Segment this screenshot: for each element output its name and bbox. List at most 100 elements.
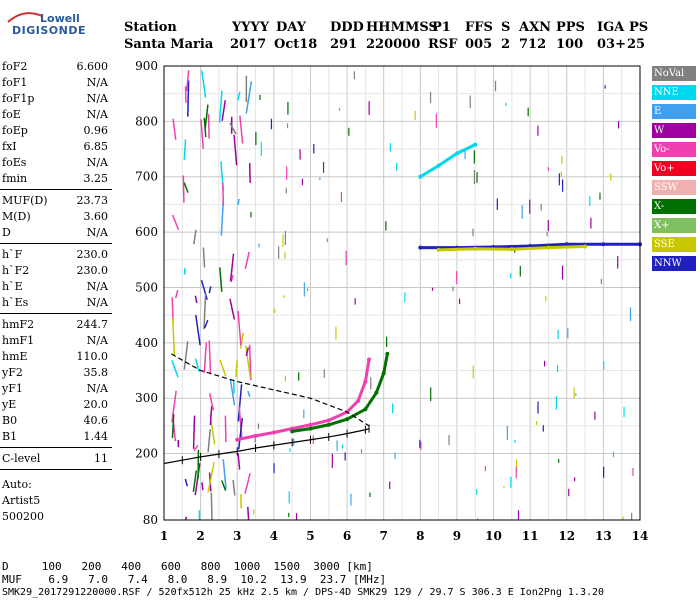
series-point <box>326 422 331 427</box>
param-key: hmF2 <box>2 318 35 331</box>
noise-trace <box>203 319 209 329</box>
series-point <box>308 426 313 431</box>
autoscale-line1: Auto: <box>2 478 32 491</box>
noise-trace <box>207 429 211 453</box>
legend-item-vo: Vo+ <box>652 161 696 176</box>
noise-trace <box>208 393 215 411</box>
param-value: 110.0 <box>76 350 109 363</box>
param-value: 230.0 <box>76 248 109 261</box>
series-point <box>385 351 390 356</box>
series-point <box>509 247 514 252</box>
param-value: 35.8 <box>83 366 109 379</box>
noise-trace <box>237 453 241 470</box>
header-label-6: FFS <box>465 20 493 35</box>
noise-trace <box>203 293 207 330</box>
noise-trace <box>235 360 238 378</box>
noise-trace <box>245 347 250 357</box>
series-point <box>345 417 350 422</box>
noise-trace <box>171 360 179 378</box>
footer-file-row: SMK29_2017291220000.RSF / 520fx512h 25 k… <box>2 587 605 598</box>
y-tick-label: 700 <box>135 170 158 184</box>
x-tick-label: 4 <box>270 529 278 543</box>
noise-trace <box>171 214 180 231</box>
noise-trace <box>194 463 201 496</box>
param-mufd: MUF(D) 23.73 <box>2 194 108 208</box>
autoscale-line2: Artist5 <box>2 494 41 507</box>
noise-trace <box>244 251 250 270</box>
param-value: 3.25 <box>83 172 109 185</box>
param-value: N/A <box>86 156 108 169</box>
noise-trace <box>233 134 238 166</box>
series-point <box>308 422 313 427</box>
x-tick-label: 9 <box>453 529 461 543</box>
legend-item-x: X- <box>652 199 696 214</box>
series-point <box>253 433 258 438</box>
series-point <box>363 407 368 412</box>
y-tick-label: 600 <box>135 225 158 239</box>
noise-trace <box>237 91 241 101</box>
legend-item-sse: SSE <box>652 237 696 252</box>
noise-trace <box>172 118 177 140</box>
y-tick-label: 500 <box>135 280 158 294</box>
param-yf2: yF2 35.8 <box>2 366 108 380</box>
noise-trace <box>219 267 223 292</box>
series-point <box>436 247 441 252</box>
header-label-3: DDD <box>330 20 364 35</box>
param-key: h`Es <box>2 296 29 309</box>
series-point <box>374 390 379 395</box>
noise-trace <box>230 274 235 283</box>
noise-trace <box>239 332 244 349</box>
param-key: h`F <box>2 248 23 261</box>
header-label-7: S <box>501 20 511 35</box>
legend-item-nne: NNE <box>652 85 696 100</box>
param-value: N/A <box>86 296 108 309</box>
param-key: foF1 <box>2 76 28 89</box>
noise-trace <box>194 358 200 372</box>
noise-trace <box>218 90 223 123</box>
noise-trace <box>185 70 190 92</box>
logo-product: DIGISONDE <box>12 24 86 37</box>
series-point <box>436 163 441 168</box>
param-yf1: yF1 N/A <box>2 382 108 396</box>
noise-trace <box>220 480 227 491</box>
param-hmf1: hmF1 N/A <box>2 334 108 348</box>
noise-trace <box>195 314 201 346</box>
param-key: yF2 <box>2 366 23 379</box>
param-hes: h`Es N/A <box>2 296 108 310</box>
param-value: 0.96 <box>83 124 109 137</box>
series-point <box>546 245 551 250</box>
param-foe: foE N/A <box>2 108 108 122</box>
param-separator <box>0 243 112 244</box>
series-point <box>290 426 295 431</box>
noise-trace <box>184 478 189 487</box>
param-foep: foEp 0.96 <box>2 124 108 138</box>
param-separator <box>0 469 112 470</box>
series-line-nne <box>419 143 476 179</box>
header-label-5: P1 <box>432 20 451 35</box>
header-value-2: Oct18 <box>274 37 318 52</box>
series-point <box>235 437 240 442</box>
series-point <box>418 174 423 179</box>
noise-trace <box>194 295 198 304</box>
legend-item-noval: NoVal <box>652 66 696 81</box>
noise-trace <box>244 472 251 494</box>
x-tick-label: 11 <box>522 529 539 543</box>
param-key: M(D) <box>2 210 31 223</box>
noise-trace <box>210 492 213 521</box>
series-point <box>271 430 276 435</box>
noise-trace <box>247 506 250 521</box>
header-value-0: Santa Maria <box>124 37 214 52</box>
param-key: D <box>2 226 11 239</box>
noise-trace <box>174 289 179 299</box>
legend-item-ssw: SSW <box>652 180 696 195</box>
noise-trace <box>171 318 176 356</box>
param-he: h`E N/A <box>2 280 108 294</box>
param-fof2: foF2 6.600 <box>2 60 108 74</box>
param-value: 1.44 <box>83 430 109 443</box>
noise-trace <box>245 345 252 378</box>
param-ye: yE 20.0 <box>2 398 108 412</box>
param-hf: h`F 230.0 <box>2 248 108 262</box>
y-tick-label: 300 <box>135 391 158 405</box>
noise-trace <box>207 114 210 139</box>
noise-trace <box>219 359 227 377</box>
